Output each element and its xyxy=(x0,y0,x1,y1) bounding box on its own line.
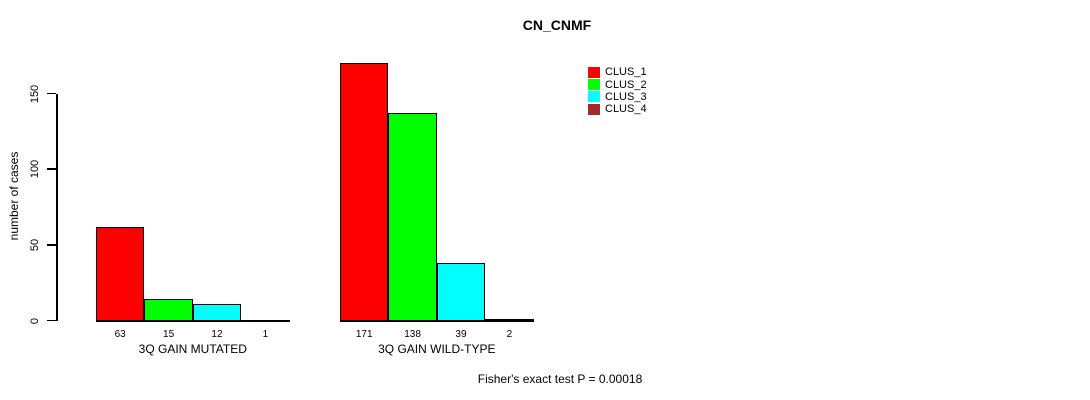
legend-label: CLUS_1 xyxy=(605,66,647,79)
bar-value-label: 39 xyxy=(455,329,467,340)
bar-clus_2 xyxy=(144,299,193,322)
y-axis-tick xyxy=(47,168,56,170)
bar-value-label: 12 xyxy=(211,329,223,340)
legend-swatch-clus_3 xyxy=(588,91,600,103)
legend-item: CLUS_3 xyxy=(588,91,647,103)
y-axis-tick-label: 0 xyxy=(29,317,41,324)
legend-swatch-clus_1 xyxy=(588,66,600,78)
y-axis-tick-label: 50 xyxy=(29,238,41,251)
y-axis-tick-label: 100 xyxy=(29,159,41,179)
x-axis-baseline xyxy=(96,320,290,322)
group-label: 3Q GAIN MUTATED xyxy=(138,342,247,356)
y-axis-label: number of cases xyxy=(7,151,21,241)
y-axis-tick-label: 150 xyxy=(29,84,41,103)
legend-label: CLUS_2 xyxy=(605,78,647,91)
y-axis-tick xyxy=(47,319,56,322)
bar-value-label: 15 xyxy=(163,329,175,340)
chart-title: CN_CNMF xyxy=(522,17,592,33)
bar-value-label: 171 xyxy=(355,329,373,340)
legend-item: CLUS_1 xyxy=(588,66,647,78)
legend-item: CLUS_2 xyxy=(588,78,647,91)
bar-value-label: 2 xyxy=(506,329,513,340)
y-axis-tick xyxy=(47,244,56,246)
x-axis-baseline xyxy=(340,320,534,322)
group-label: 3Q GAIN WILD-TYPE xyxy=(378,342,496,356)
bar-clus_1 xyxy=(96,226,145,322)
legend-label: CLUS_4 xyxy=(605,103,647,116)
legend-label: CLUS_3 xyxy=(605,90,647,103)
legend-item: CLUS_4 xyxy=(588,103,647,115)
legend-swatch-clus_2 xyxy=(588,79,600,91)
bar-clus_3 xyxy=(436,262,486,322)
y-axis-line xyxy=(56,93,58,322)
fisher-test-caption: Fisher's exact test P = 0.00018 xyxy=(477,372,643,386)
legend: CLUS_1 CLUS_2 CLUS_3 CLUS_4 xyxy=(588,66,647,116)
bar-value-label: 1 xyxy=(262,329,269,340)
bar-value-label: 63 xyxy=(114,329,126,340)
bar-clus_2 xyxy=(388,113,437,322)
bar-clus_1 xyxy=(340,63,389,322)
bar-clus_3 xyxy=(192,303,242,322)
bar-value-label: 138 xyxy=(404,329,421,340)
legend-swatch-clus_4 xyxy=(588,103,600,115)
y-axis-tick xyxy=(47,92,56,95)
